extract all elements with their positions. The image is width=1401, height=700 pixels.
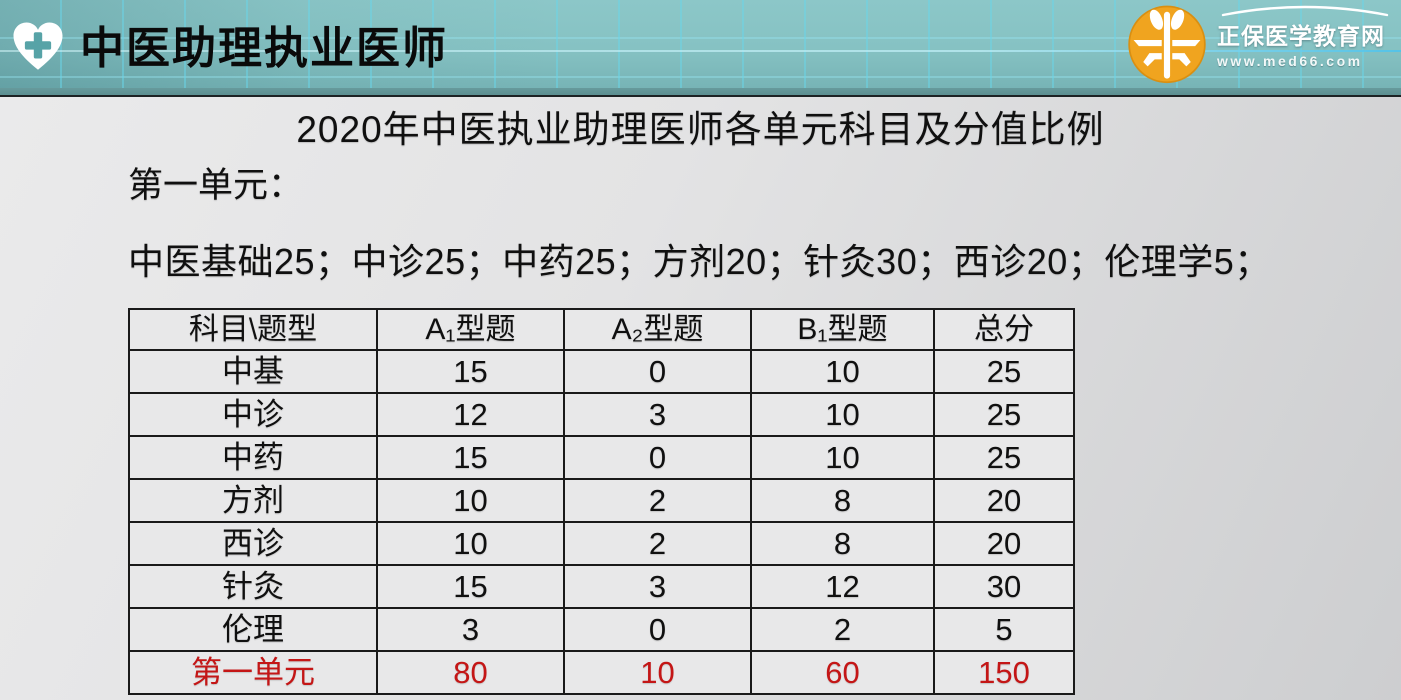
col-header-subject: 科目\题型	[128, 308, 378, 351]
subject-cell: 针灸	[128, 564, 378, 609]
heart-cross-icon	[10, 19, 66, 75]
total-value-cell: 10	[563, 650, 752, 695]
value-cell: 2	[563, 478, 752, 523]
total-value-cell: 150	[933, 650, 1075, 695]
header-accent-band	[0, 88, 1401, 95]
value-cell: 15	[376, 564, 565, 609]
subject-cell: 中诊	[128, 392, 378, 437]
value-cell: 10	[750, 349, 935, 394]
brand-arc-decoration	[1221, 5, 1389, 17]
value-cell: 10	[376, 478, 565, 523]
value-cell: 20	[933, 521, 1075, 566]
value-cell: 0	[563, 349, 752, 394]
brand-name: 正保医学教育网	[1217, 23, 1385, 49]
total-label-cell: 第一单元	[128, 650, 378, 695]
value-cell: 2	[750, 607, 935, 652]
subject-cell: 西诊	[128, 521, 378, 566]
table-row: 针灸 15 3 12 30	[128, 564, 1075, 609]
brand-logo: 正保医学教育网 www.med66.com	[1123, 2, 1395, 88]
value-cell: 10	[750, 435, 935, 480]
value-cell: 3	[376, 607, 565, 652]
value-cell: 0	[563, 607, 752, 652]
table-row: 西诊 10 2 8 20	[128, 521, 1075, 566]
col-header-a2: A₂型题	[563, 308, 752, 351]
value-cell: 0	[563, 435, 752, 480]
table-row: 中基 15 0 10 25	[128, 349, 1075, 394]
subject-cell: 中药	[128, 435, 378, 480]
value-cell: 5	[933, 607, 1075, 652]
value-cell: 8	[750, 521, 935, 566]
table-row: 伦理 3 0 2 5	[128, 607, 1075, 652]
slide-body: 2020年中医执业助理医师各单元科目及分值比例 第一单元： 中医基础25；中诊2…	[0, 97, 1401, 700]
value-cell: 10	[376, 521, 565, 566]
value-cell: 8	[750, 478, 935, 523]
value-cell: 25	[933, 349, 1075, 394]
table-row: 方剂 10 2 8 20	[128, 478, 1075, 523]
value-cell: 3	[563, 392, 752, 437]
value-cell: 15	[376, 435, 565, 480]
col-header-b1: B₁型题	[750, 308, 935, 351]
subjects-summary-line: 中医基础25；中诊25；中药25；方剂20；针灸30；西诊20；伦理学5；	[128, 241, 1271, 282]
value-cell: 12	[376, 392, 565, 437]
slide-title: 2020年中医执业助理医师各单元科目及分值比例	[296, 109, 1105, 150]
value-cell: 3	[563, 564, 752, 609]
value-cell: 15	[376, 349, 565, 394]
table-total-row: 第一单元 80 10 60 150	[128, 650, 1075, 695]
course-title: 中医助理执业医师	[80, 24, 448, 73]
col-header-total: 总分	[933, 308, 1075, 351]
table-row: 中药 15 0 10 25	[128, 435, 1075, 480]
subject-cell: 方剂	[128, 478, 378, 523]
value-cell: 25	[933, 435, 1075, 480]
col-header-a1: A₁型题	[376, 308, 565, 351]
brand-url: www.med66.com	[1217, 53, 1363, 69]
med66-logo-icon	[1123, 3, 1211, 88]
value-cell: 12	[750, 564, 935, 609]
total-value-cell: 80	[376, 650, 565, 695]
header-bar: 中医助理执业医师 正保医学教	[0, 0, 1401, 88]
score-table: 科目\题型 A₁型题 A₂型题 B₁型题 总分 中基 15 0 10 25 中诊	[128, 308, 1075, 695]
subject-cell: 伦理	[128, 607, 378, 652]
unit-label: 第一单元：	[128, 166, 304, 205]
value-cell: 10	[750, 392, 935, 437]
value-cell: 30	[933, 564, 1075, 609]
value-cell: 25	[933, 392, 1075, 437]
subject-cell: 中基	[128, 349, 378, 394]
header-divider-line	[0, 95, 1401, 97]
total-value-cell: 60	[750, 650, 935, 695]
table-header-row: 科目\题型 A₁型题 A₂型题 B₁型题 总分	[128, 308, 1075, 351]
table-row: 中诊 12 3 10 25	[128, 392, 1075, 437]
value-cell: 20	[933, 478, 1075, 523]
value-cell: 2	[563, 521, 752, 566]
